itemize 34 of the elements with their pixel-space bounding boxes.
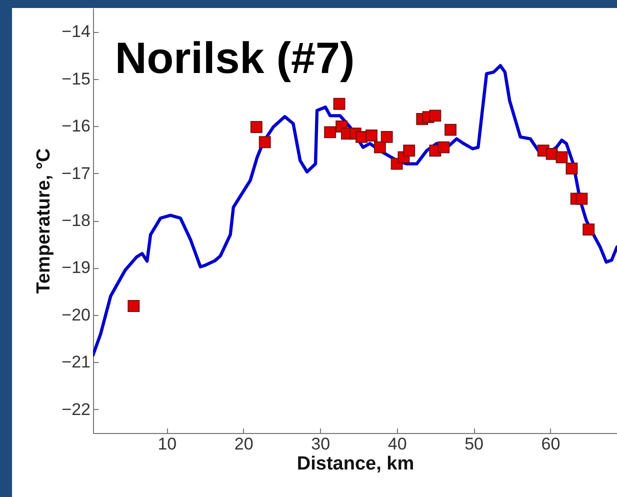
y-tick-label: −17 [62,164,90,183]
point [366,130,378,142]
y-tick-label: −14 [62,22,90,42]
x-tick-label: 10 [158,434,177,454]
x-tick-label: 60 [541,434,560,454]
point [438,141,450,154]
point [333,98,346,110]
point [566,162,578,175]
y-tick-label: −18 [62,211,90,230]
point [556,151,568,164]
x-axis-title: Distance, km [296,454,414,474]
x-tick-label: 40 [388,434,407,454]
point [444,124,456,136]
point [250,121,262,133]
y-axis-title: Temperature, °C [34,148,55,294]
x-tick-label: 50 [464,434,484,454]
point [374,141,386,154]
text: Norilsk (#7) [115,34,355,83]
point [324,126,336,138]
point [582,223,595,236]
point [380,130,393,143]
point [429,110,442,122]
point [403,144,416,157]
y-tick-label: −15 [62,69,90,88]
y-tick-label: −19 [62,258,90,278]
y-tick-label: −20 [62,305,90,324]
point [258,136,271,148]
y-tick-label: −16 [62,116,90,136]
x-tick-label: 30 [311,434,330,454]
point [576,192,588,205]
y-tick-label: −22 [62,400,90,419]
y-tick-label: −21 [62,352,90,372]
point [128,300,140,312]
x-tick-label: 20 [234,434,254,454]
